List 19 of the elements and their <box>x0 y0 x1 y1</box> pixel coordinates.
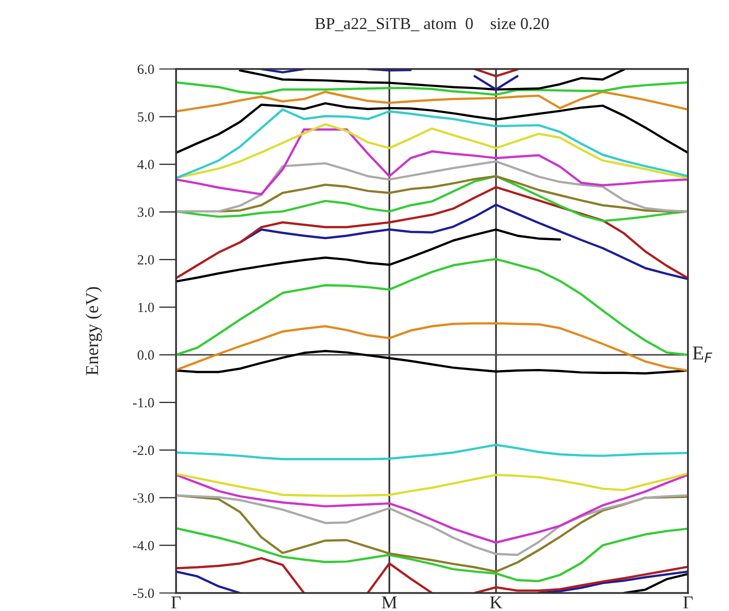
ref-line-label: E$_{F}$ <box>692 346 712 363</box>
y-tick-label: 5.0 <box>138 112 154 122</box>
y-tick-label: -2.0 <box>133 446 154 456</box>
y-tick-label: 3.0 <box>138 207 154 217</box>
y-tick-label: -4.0 <box>133 540 154 550</box>
y-tick-label: -5.0 <box>133 588 154 598</box>
y-tick-label: 6.0 <box>138 64 154 74</box>
y-axis-title: Energy (eV) <box>86 287 102 376</box>
y-tick-label: 2.0 <box>138 255 154 265</box>
y-tick-label: 1.0 <box>138 302 154 312</box>
y-tick-label: -3.0 <box>133 493 154 503</box>
chart-title: BP_a22_SiTB_ atom 0 size 0.20 <box>315 18 549 32</box>
y-tick-label: 4.0 <box>137 160 154 170</box>
y-tick-label: -1.0 <box>133 398 154 408</box>
x-tick-label: M <box>382 596 397 608</box>
x-tick-label: K <box>490 596 502 608</box>
y-tick-label: 0.0 <box>138 350 154 360</box>
x-tick-label: Γ <box>171 596 181 608</box>
x-tick-label: Γ <box>683 596 693 608</box>
